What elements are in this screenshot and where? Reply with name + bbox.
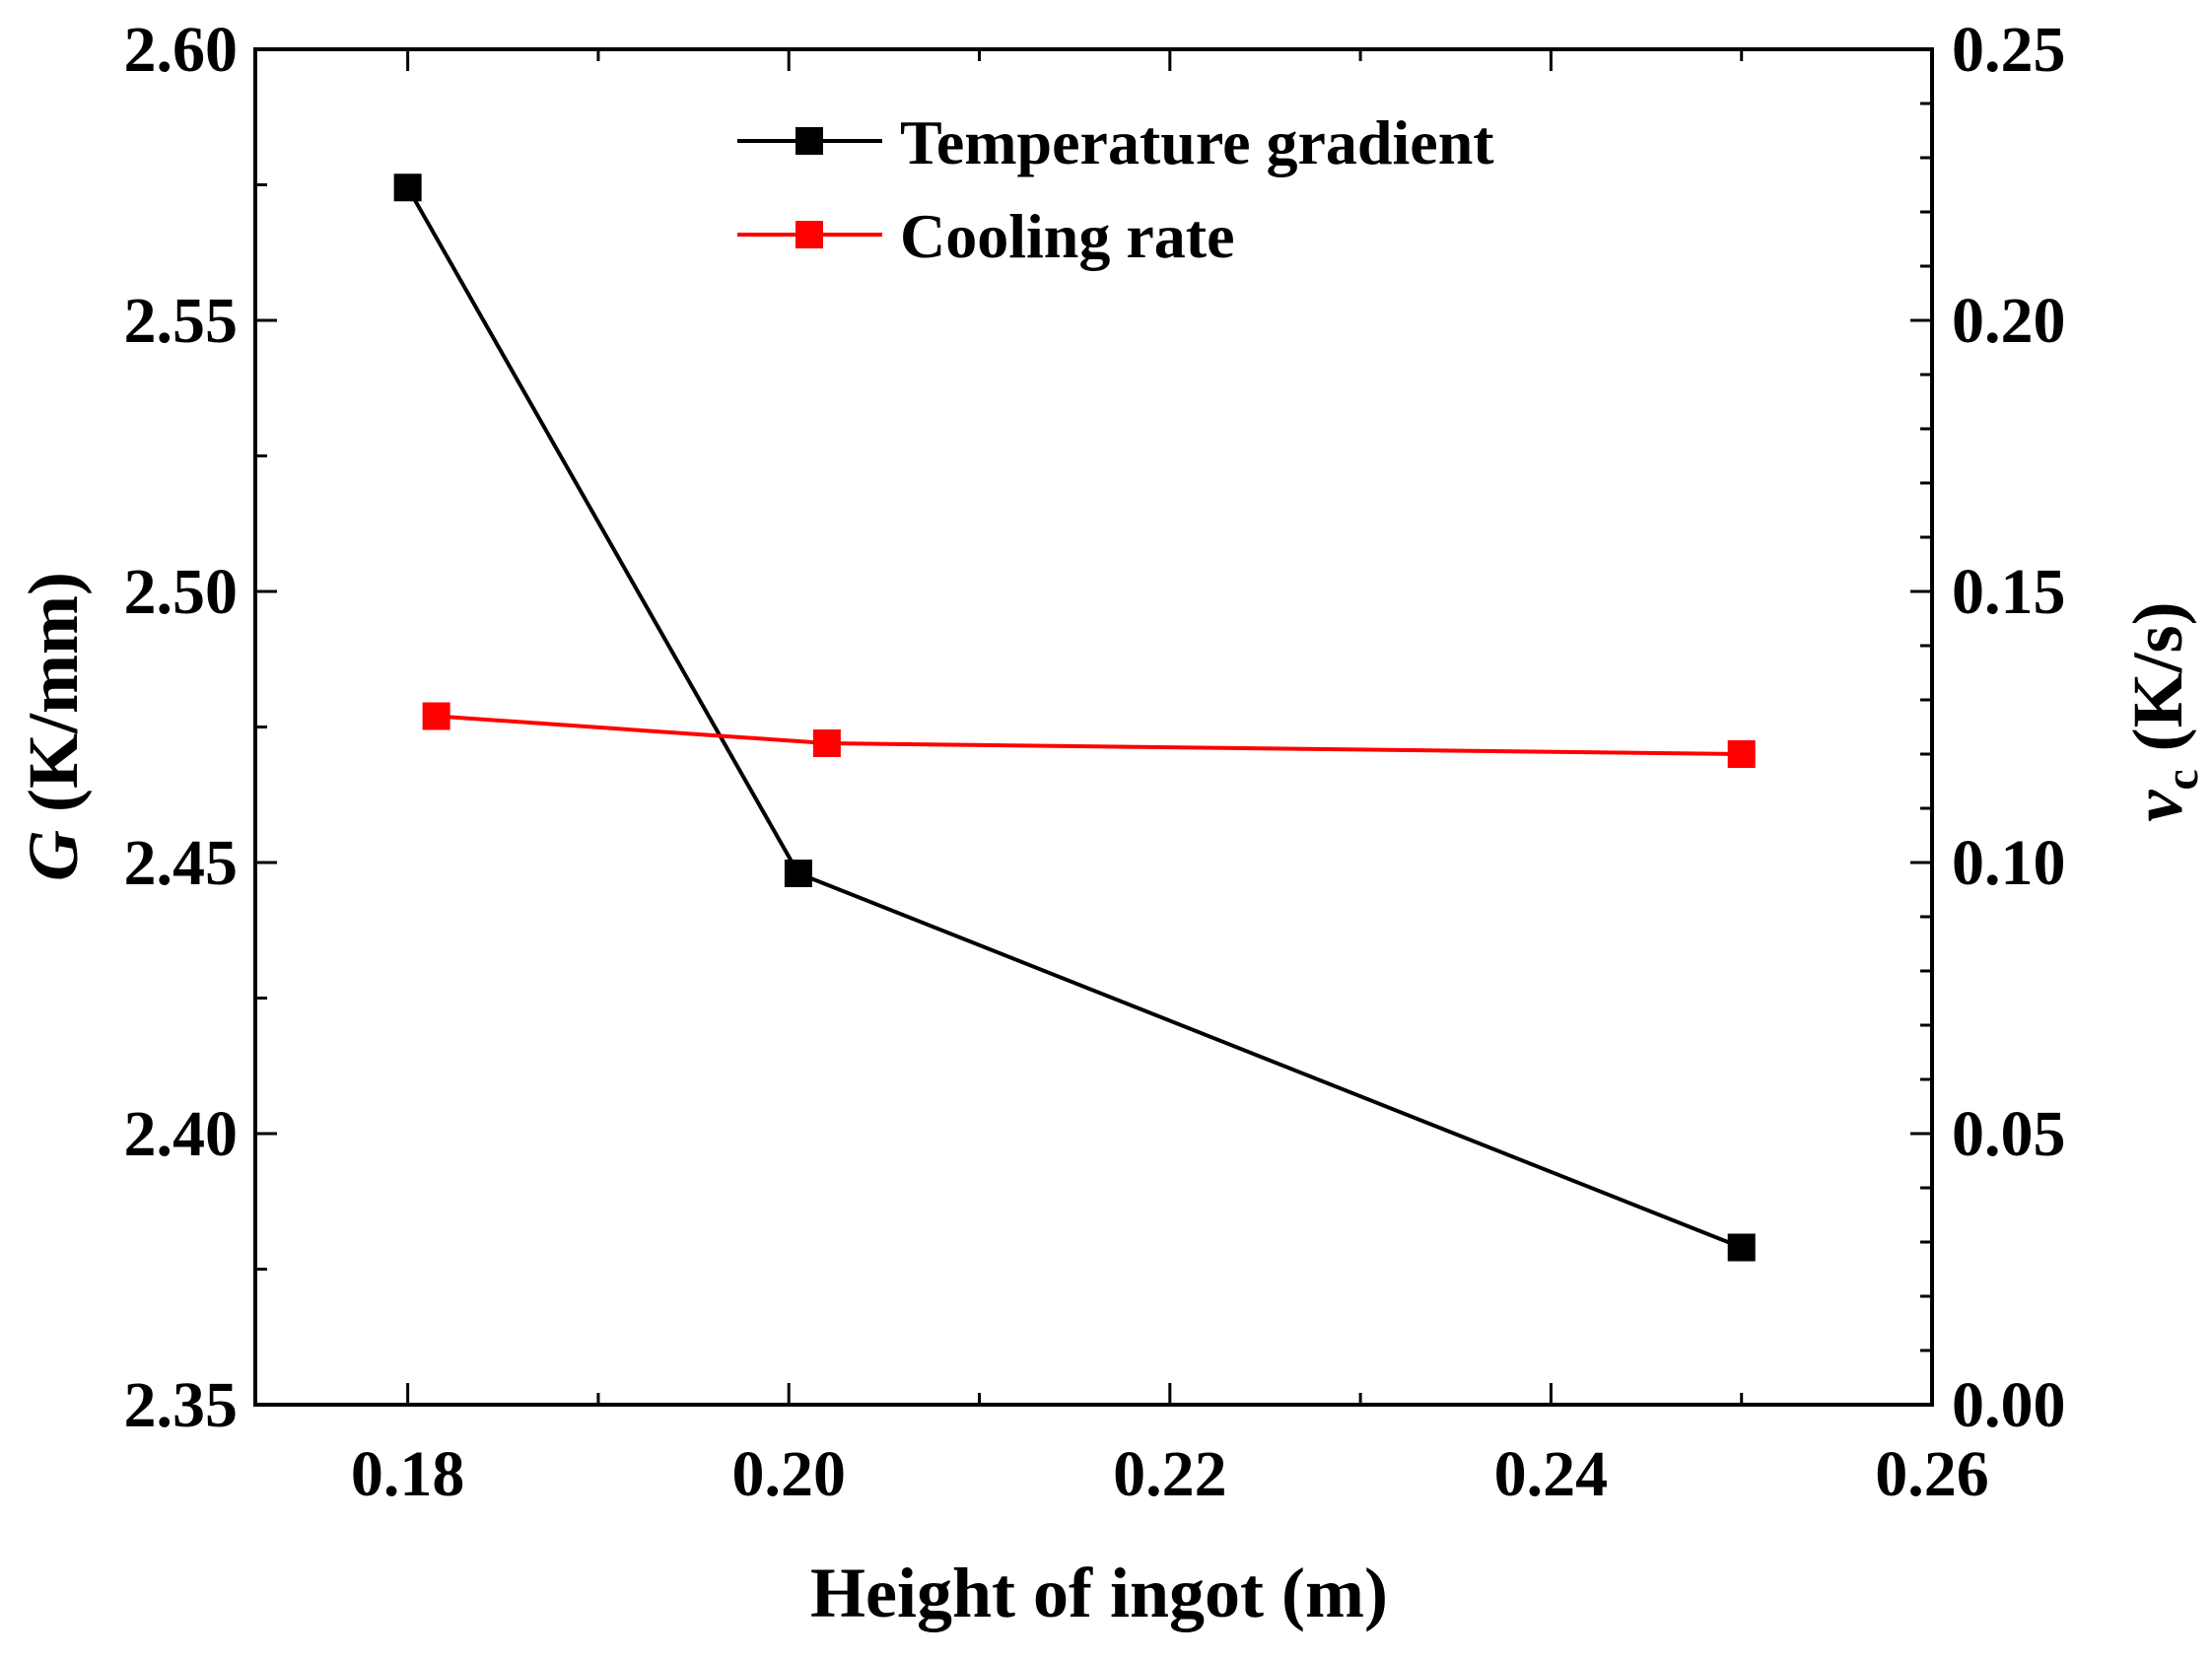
tick-labels: 0.18 0.20 0.22 0.24 0.26 2.35 2.40 2.45 2.50 2.55… xyxy=(124,14,2066,1510)
data-point-cooling-rate xyxy=(422,702,450,730)
y-right-axis-symbol: v xyxy=(2118,790,2197,822)
x-tick-label: 0.20 xyxy=(731,1438,846,1510)
legend-label-cooling-rate: Cooling rate xyxy=(900,201,1235,271)
legend-entry-cooling-rate: Cooling rate xyxy=(737,201,1235,271)
data-point-temperature-gradient xyxy=(393,173,422,202)
x-tick-label: 0.24 xyxy=(1494,1438,1609,1510)
y-left-axis-title: G (K/mm) xyxy=(14,572,93,881)
y-right-axis-title: vc (K/s) xyxy=(2118,601,2208,821)
y-left-axis-unit: (K/mm) xyxy=(14,572,93,830)
y-left-tick-label: 2.50 xyxy=(124,556,239,628)
legend-label-temperature-gradient: Temperature gradient xyxy=(900,107,1494,177)
data-point-temperature-gradient xyxy=(784,860,812,887)
x-tick-label: 0.18 xyxy=(351,1438,465,1510)
data-point-cooling-rate xyxy=(1727,740,1756,768)
legend-entry-temperature-gradient: Temperature gradient xyxy=(737,107,1494,177)
y-left-tick-label: 2.35 xyxy=(124,1369,239,1441)
y-right-tick-label: 0.05 xyxy=(1952,1098,2066,1170)
y-right-tick-label: 0.00 xyxy=(1952,1369,2066,1441)
ticks xyxy=(255,47,1934,1407)
legend: Temperature gradient Cooling rate xyxy=(737,107,1494,271)
series-layer xyxy=(393,173,1756,1262)
series-line-cooling-rate xyxy=(436,714,1742,756)
legend-marker-temperature-gradient xyxy=(795,127,823,155)
y-left-axis-symbol: G xyxy=(14,830,93,881)
x-tick-label: 0.26 xyxy=(1875,1438,1989,1510)
data-point-cooling-rate xyxy=(812,729,841,757)
y-left-tick-label: 2.40 xyxy=(124,1098,239,1170)
y-right-axis-subscript: c xyxy=(2156,769,2208,790)
x-axis-title: Height of ingot (m) xyxy=(810,1554,1388,1632)
data-point-temperature-gradient xyxy=(1727,1233,1756,1262)
y-right-axis-unit: (K/s) xyxy=(2118,601,2197,769)
y-right-tick-label: 0.10 xyxy=(1952,827,2066,899)
y-right-tick-label: 0.15 xyxy=(1952,556,2066,628)
series-line-temperature-gradient xyxy=(405,186,1743,1250)
x-tick-label: 0.22 xyxy=(1113,1438,1227,1510)
legend-marker-cooling-rate xyxy=(795,221,823,248)
y-left-tick-label: 2.45 xyxy=(124,827,239,899)
y-left-tick-label: 2.60 xyxy=(124,14,239,86)
y-left-tick-label: 2.55 xyxy=(124,285,239,357)
y-right-tick-label: 0.25 xyxy=(1952,14,2066,86)
y-right-tick-label: 0.20 xyxy=(1952,285,2066,357)
